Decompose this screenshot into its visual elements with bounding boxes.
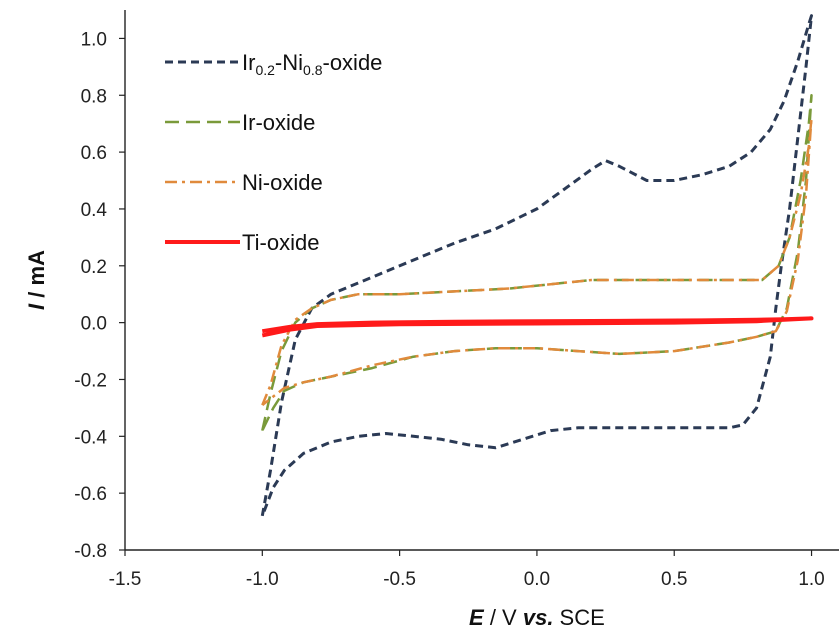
series-layer <box>260 14 814 517</box>
y-tick-label: -0.8 <box>74 541 107 562</box>
x-tick-label: 0.5 <box>661 569 687 590</box>
y-tick-label: -0.6 <box>74 484 107 505</box>
x-tick-label: -1.0 <box>246 569 279 590</box>
y-tick-label: -0.2 <box>74 370 107 391</box>
x-tick-label: -0.5 <box>383 569 416 590</box>
axes <box>124 10 839 551</box>
x-tick-label: 1.0 <box>798 569 824 590</box>
legend: Ir0.2-Ni0.8-oxide Ir-oxide Ni-oxide Ti-oxid… <box>165 50 382 255</box>
legend-label-4: Ti-oxide <box>242 230 319 255</box>
ticks: -0.8 -0.6 -0.4 -0.2 0.0 0.2 0.4 0.6 0.8 1.0 -1.5 -1… <box>74 29 824 590</box>
x-axis-title: E / V vs. SCE <box>469 605 605 630</box>
y-tick-label: 0.2 <box>81 257 107 278</box>
x-tick-label: 0.0 <box>524 569 550 590</box>
series-line-3 <box>261 116 813 407</box>
series-line-2 <box>261 94 813 432</box>
y-tick-label: -0.4 <box>74 427 107 448</box>
series-line-4 <box>261 316 814 338</box>
legend-label-3: Ni-oxide <box>242 170 323 195</box>
y-tick-label: 0.8 <box>81 86 107 107</box>
legend-label-1: Ir0.2-Ni0.8-oxide <box>242 50 382 78</box>
series-line-1 <box>260 14 813 517</box>
y-tick-label: 0.6 <box>81 143 107 164</box>
x-tick-label: -1.5 <box>109 569 142 590</box>
y-tick-label: 0.4 <box>81 200 108 221</box>
y-axis-title: I / mA <box>24 250 49 310</box>
y-tick-label: 0.0 <box>81 314 107 335</box>
legend-label-2: Ir-oxide <box>242 110 315 135</box>
y-tick-label: 1.0 <box>81 29 107 50</box>
